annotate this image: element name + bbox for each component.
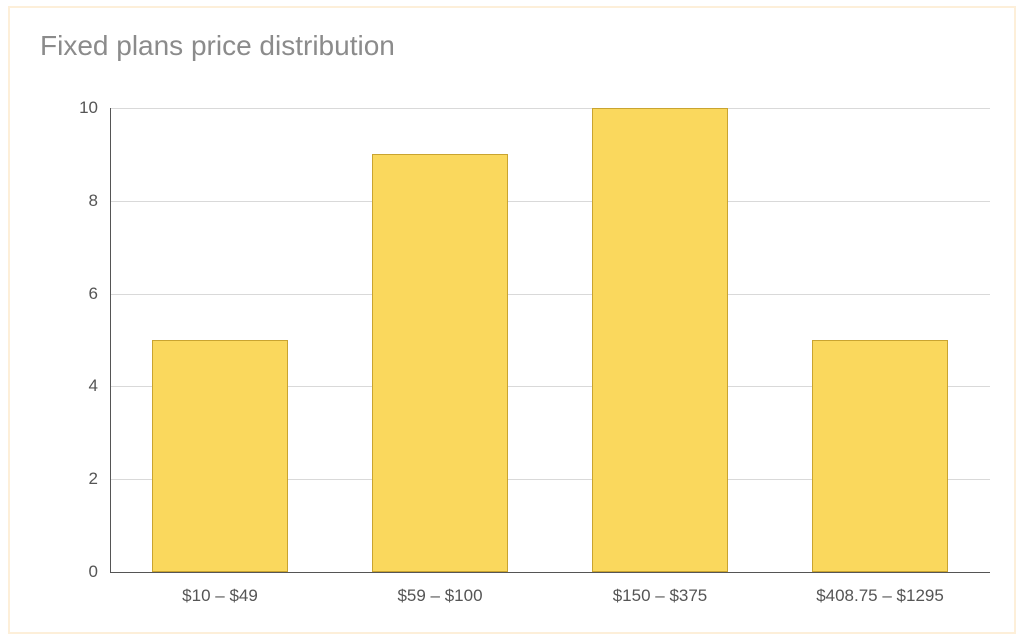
x-tick-label: $59 – $100 [397,586,482,606]
chart-container: Fixed plans price distribution 0246810$1… [8,6,1016,634]
x-tick-label: $150 – $375 [613,586,708,606]
bar [372,154,508,572]
x-tick-label: $408.75 – $1295 [816,586,944,606]
y-axis [110,108,111,572]
bar [812,340,948,572]
x-tick-label: $10 – $49 [182,586,258,606]
y-tick-label: 10 [48,98,98,118]
grid-line [110,108,990,109]
y-tick-label: 0 [48,562,98,582]
y-tick-label: 2 [48,469,98,489]
x-axis [110,572,990,573]
plot-area: 0246810$10 – $49$59 – $100$150 – $375$40… [110,108,990,572]
grid-line [110,201,990,202]
y-tick-label: 6 [48,284,98,304]
chart-title: Fixed plans price distribution [40,30,395,62]
y-tick-label: 4 [48,376,98,396]
grid-line [110,294,990,295]
bar [152,340,288,572]
y-tick-label: 8 [48,191,98,211]
bar [592,108,728,572]
